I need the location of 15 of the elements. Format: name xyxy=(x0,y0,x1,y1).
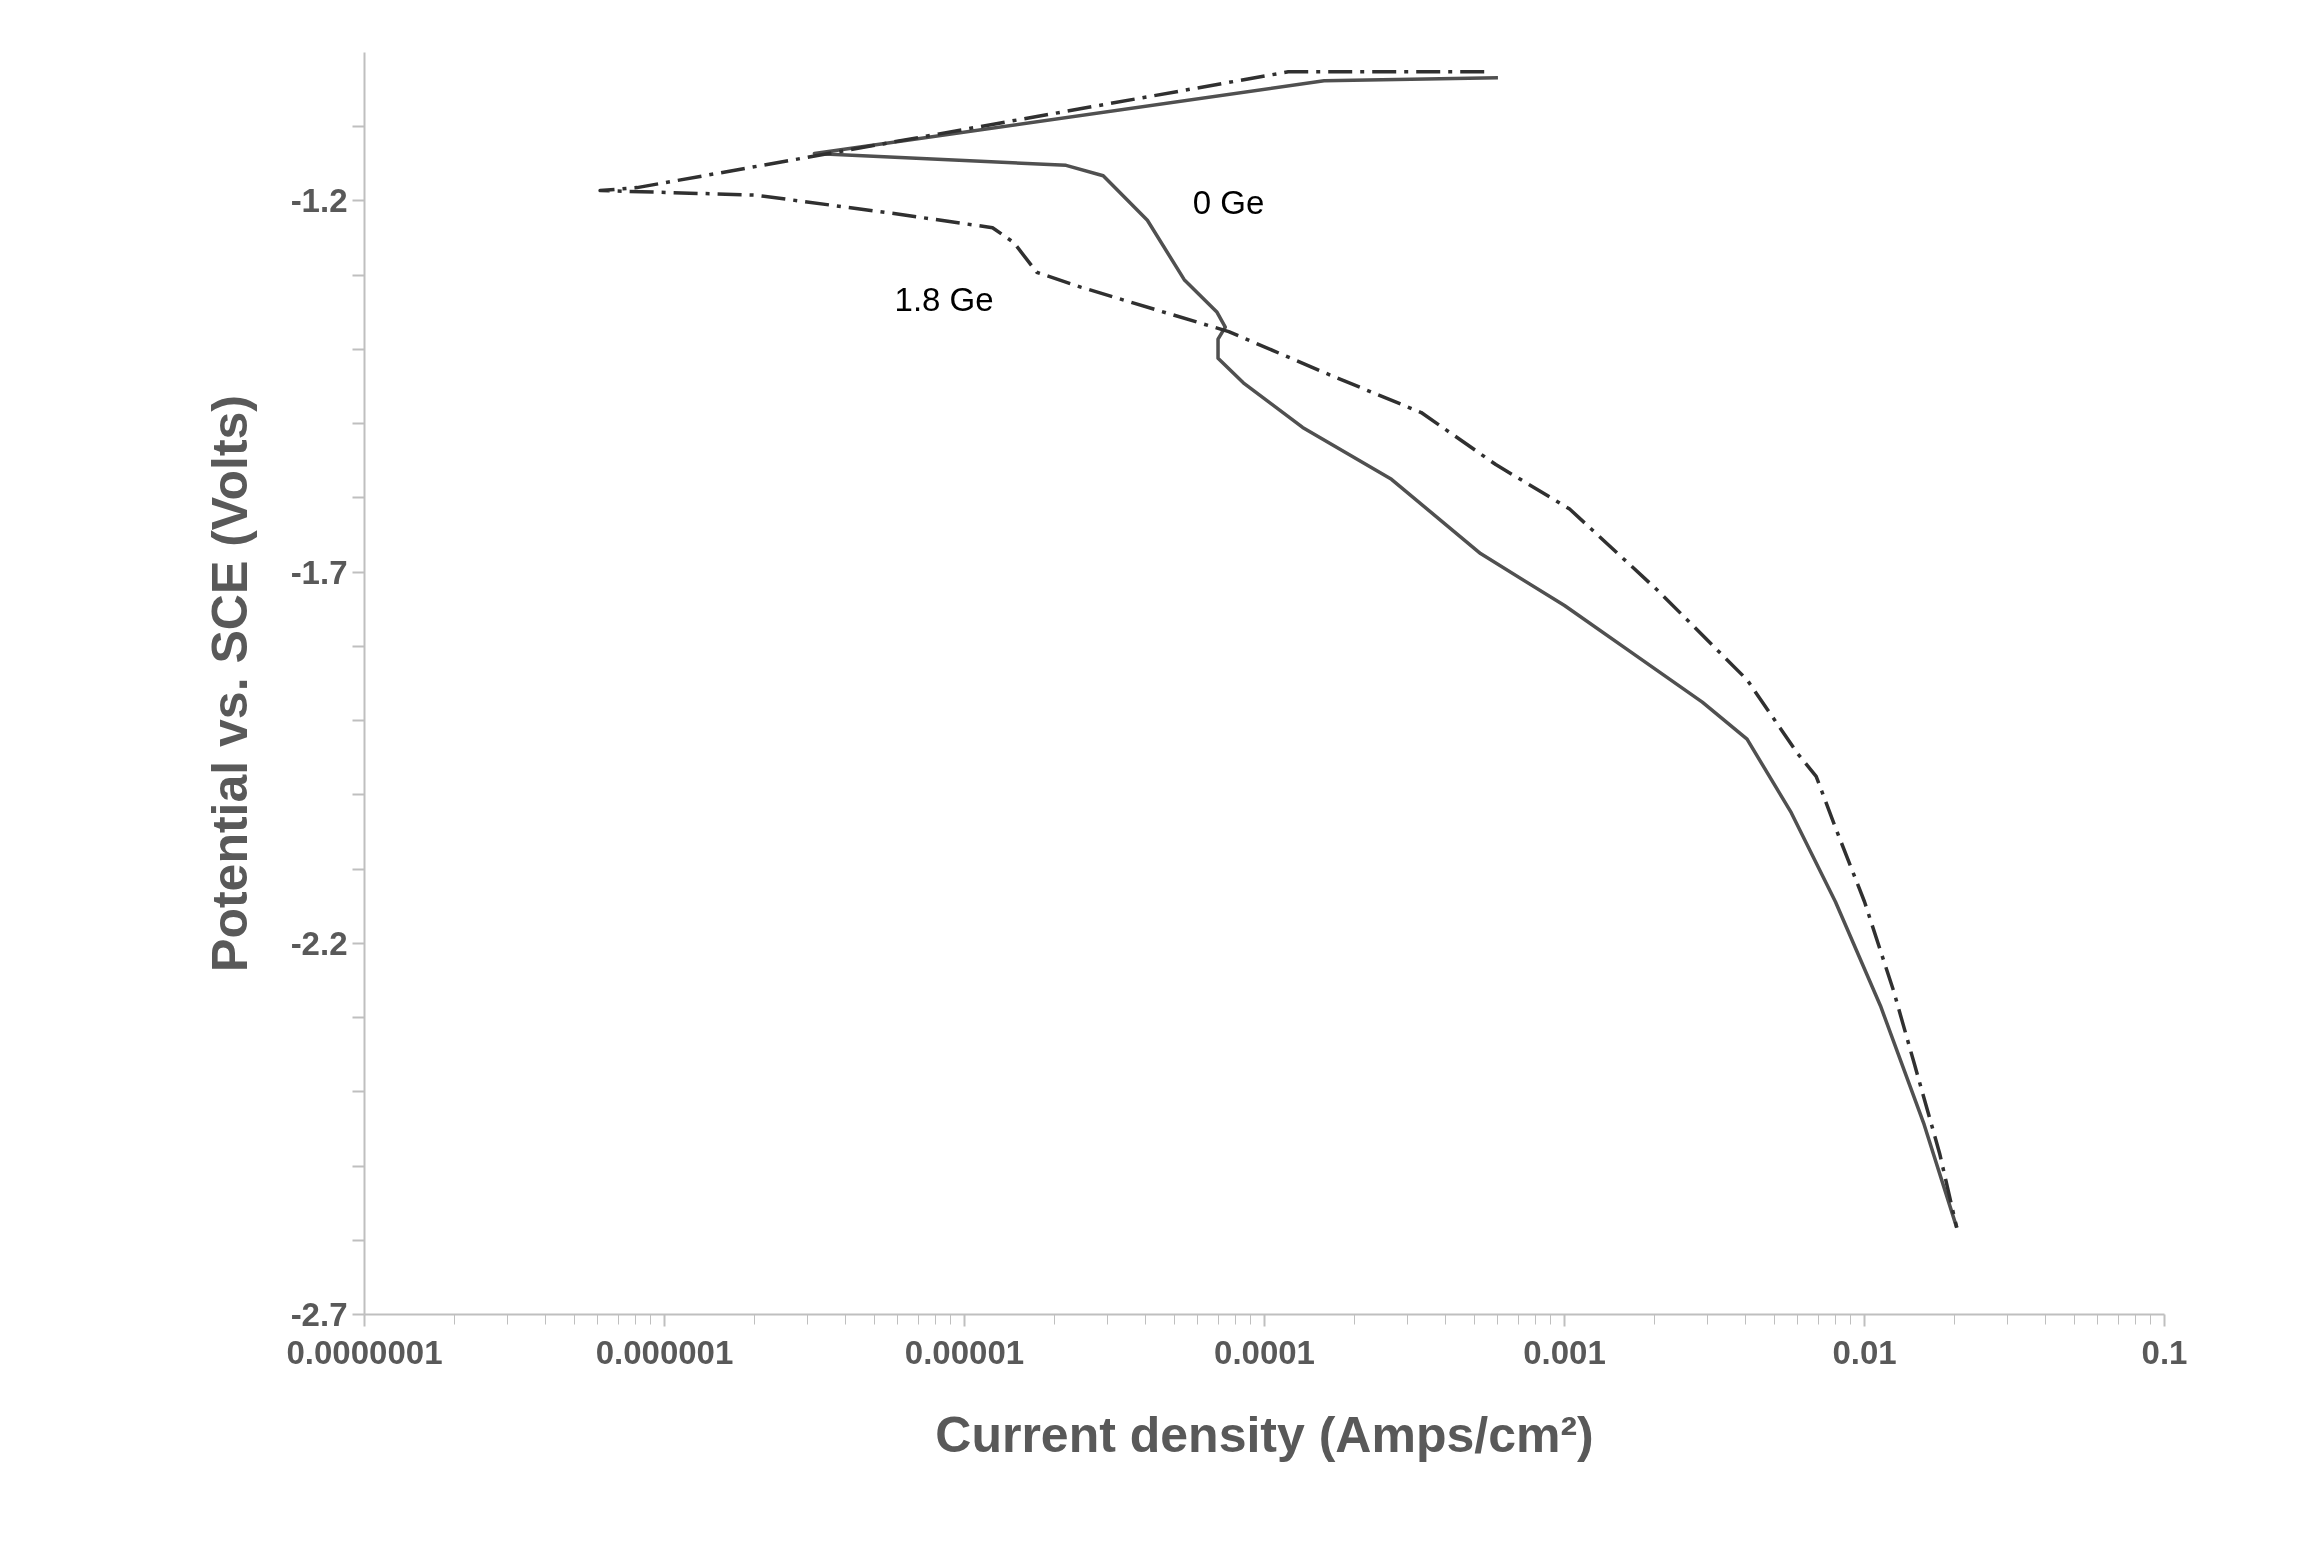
x-tick-label: 0.000001 xyxy=(595,1333,734,1371)
y-tick-label: -1.7 xyxy=(290,553,348,591)
x-tick-label: 0.01 xyxy=(1832,1333,1897,1371)
series-label: 1.8 Ge xyxy=(894,281,994,319)
y-axis-title: Potential vs. SCE (Volts) xyxy=(201,395,258,972)
x-axis-title: Current density (Amps/cm²) xyxy=(935,1406,1594,1463)
x-tick-label: 0.0001 xyxy=(1214,1333,1315,1371)
y-tick-label: -2.7 xyxy=(290,1296,348,1333)
x-tick-label: 0.1 xyxy=(2141,1333,2188,1371)
y-tick-label: -1.2 xyxy=(290,182,348,220)
x-tick-label: 0.0000001 xyxy=(286,1333,443,1371)
x-tick-label: 0.00001 xyxy=(904,1333,1025,1371)
x-tick-label: 0.001 xyxy=(1523,1333,1606,1371)
series-label: 0 Ge xyxy=(1192,184,1265,222)
y-tick-label: -2.2 xyxy=(290,924,348,962)
